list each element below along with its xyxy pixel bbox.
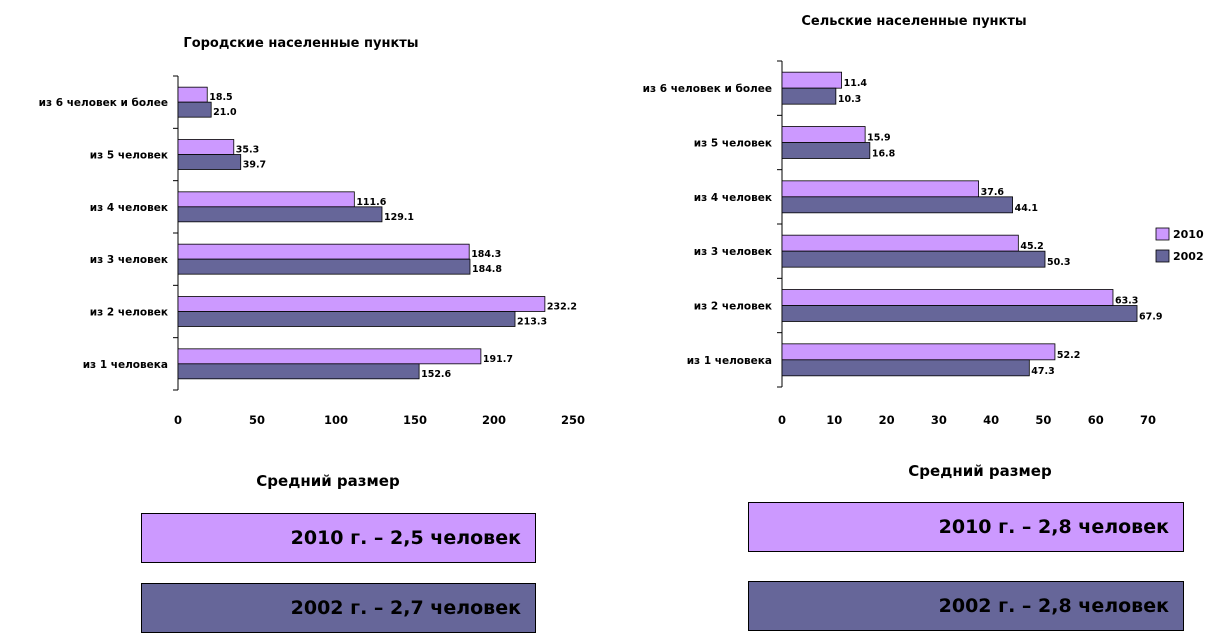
urban-bar-2010 <box>177 191 355 208</box>
rural-bar-2010 <box>781 343 1056 361</box>
urban-bar-2002 <box>177 363 420 380</box>
urban-bar-2002 <box>177 206 383 223</box>
rural-category-label: из 5 человек <box>694 138 772 150</box>
rural-category-label: из 4 человек <box>694 192 772 204</box>
rural-value-label: 63.3 <box>1115 296 1138 307</box>
legend-swatch-2010 <box>1155 227 1170 241</box>
rural-value-label: 16.8 <box>872 149 896 160</box>
urban-bar-2010 <box>177 86 208 103</box>
urban-category-label: из 6 человек и более <box>39 97 168 109</box>
rural-x-tick-label: 0 <box>778 413 786 427</box>
rural-bar-2002 <box>781 196 1013 214</box>
rural-bar-2010 <box>781 289 1114 306</box>
urban-bar-2010 <box>177 296 546 312</box>
urban-value-label: 129.1 <box>384 212 414 223</box>
urban-value-label: 39.7 <box>243 160 266 171</box>
rural-bar-2002 <box>781 87 837 105</box>
urban-value-label: 213.3 <box>517 317 547 328</box>
rural-value-label: 11.4 <box>844 78 868 89</box>
urban-chart: Городские населенные пункты из 1 человека… <box>39 36 585 427</box>
urban-value-label: 191.7 <box>483 354 513 365</box>
rural-x-tick-label: 50 <box>1035 413 1051 427</box>
urban-value-label: 21.0 <box>213 107 237 118</box>
urban-value-label: 111.6 <box>356 197 386 208</box>
rural-category-label: из 1 человека <box>687 355 772 367</box>
rural-category-label: из 6 человек и более <box>643 83 772 95</box>
rural-category-label: из 3 человек <box>694 246 772 258</box>
urban-bar-2002 <box>177 101 212 118</box>
legend-label-2002: 2002 <box>1173 250 1204 263</box>
rural-chart-title: Сельские населенные пункты <box>801 14 1026 29</box>
urban-chart-title: Городские населенные пункты <box>183 36 418 51</box>
rural-category-label: из 2 человек <box>694 301 772 313</box>
urban-value-label: 232.2 <box>547 302 577 313</box>
rural-x-tick-label: 20 <box>879 413 895 427</box>
rural-x-tick-label: 70 <box>1140 413 1156 427</box>
rural-bar-2010 <box>781 71 843 89</box>
rural-x-tick-label: 30 <box>931 413 947 427</box>
rural-x-tick-label: 10 <box>826 413 842 427</box>
rural-bar-2002 <box>781 305 1138 322</box>
rural-value-label: 67.9 <box>1139 312 1162 323</box>
urban-value-label: 35.3 <box>236 145 259 156</box>
rural-bar-2010 <box>781 126 866 143</box>
urban-x-tick-label: 150 <box>403 413 427 427</box>
legend-swatch-2002 <box>1155 249 1170 263</box>
rural-bar-2002 <box>781 359 1030 377</box>
rural-bar-2010 <box>781 234 1019 252</box>
urban-category-label: из 3 человек <box>90 254 168 266</box>
rural-x-tick-label: 40 <box>983 413 999 427</box>
urban-bar-2002 <box>177 311 516 327</box>
urban-x-tick-label: 50 <box>249 413 265 427</box>
rural-average-title: Средний размер <box>908 462 1052 480</box>
rural-bar-2002 <box>781 250 1046 268</box>
rural-chart: Сельские населенные пункты из 1 человека 5… <box>643 14 1204 427</box>
urban-bar-2010 <box>177 243 470 260</box>
rural-average-2010-box: 2010 г. – 2,8 человек <box>748 502 1184 552</box>
urban-value-label: 184.3 <box>471 249 501 260</box>
urban-average-title: Средний размер <box>256 472 400 490</box>
urban-x-tick-label: 250 <box>561 413 585 427</box>
urban-value-label: 18.5 <box>209 92 232 103</box>
rural-bar-2002 <box>781 142 871 159</box>
urban-average-2002-box: 2002 г. – 2,7 человек <box>141 583 536 633</box>
urban-value-label: 184.8 <box>472 264 502 275</box>
legend-label-2010: 2010 <box>1173 228 1204 241</box>
urban-x-tick-label: 0 <box>174 413 182 427</box>
rural-value-label: 50.3 <box>1047 257 1070 268</box>
rural-x-tick-label: 60 <box>1088 413 1104 427</box>
urban-bar-2002 <box>177 154 242 170</box>
urban-category-label: из 1 человека <box>83 359 168 371</box>
urban-x-tick-label: 100 <box>324 413 348 427</box>
urban-category-label: из 2 человек <box>90 307 168 319</box>
urban-bar-2010 <box>177 139 235 155</box>
rural-value-label: 15.9 <box>867 133 890 144</box>
urban-x-tick-label: 200 <box>482 413 506 427</box>
rural-value-label: 45.2 <box>1020 241 1043 252</box>
rural-average-2002-box: 2002 г. – 2,8 человек <box>748 581 1184 631</box>
rural-value-label: 44.1 <box>1015 203 1038 214</box>
rural-value-label: 37.6 <box>981 187 1005 198</box>
urban-bar-2002 <box>177 258 471 275</box>
urban-category-label: из 4 человек <box>90 202 168 214</box>
urban-average-2010-box: 2010 г. – 2,5 человек <box>141 513 536 563</box>
urban-value-label: 152.6 <box>421 369 451 380</box>
rural-value-label: 52.2 <box>1057 350 1080 361</box>
rural-bar-2010 <box>781 180 979 198</box>
rural-value-label: 10.3 <box>838 94 861 105</box>
urban-category-label: из 5 человек <box>90 150 168 162</box>
rural-value-label: 47.3 <box>1031 366 1054 377</box>
urban-bar-2010 <box>177 348 482 365</box>
